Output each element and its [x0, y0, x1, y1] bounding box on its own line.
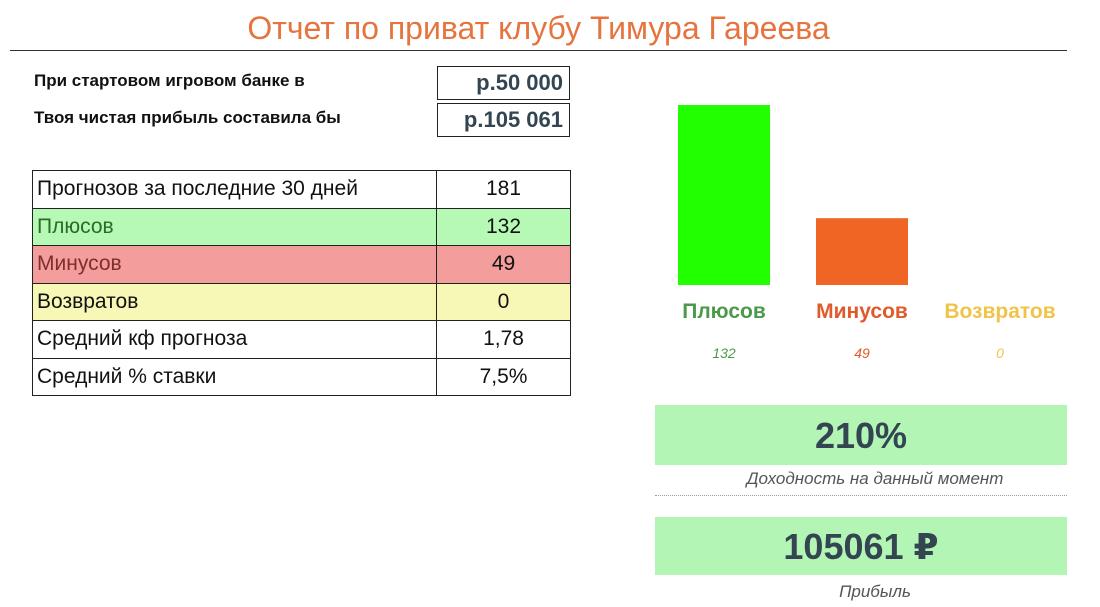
bar-1: [816, 218, 908, 285]
returns-value: 0: [436, 282, 571, 321]
wins-label: Плюсов: [32, 207, 437, 246]
category-label: Возвратов: [944, 300, 1055, 323]
yield-box: 210%: [655, 405, 1067, 465]
value-label: 132: [712, 345, 736, 361]
losses-label: Минусов: [32, 245, 437, 284]
avg-odds-value: 1,78: [436, 320, 571, 359]
net-profit-label: Твоя чистая прибыль составила бы: [34, 108, 341, 127]
yield-value: 210%: [814, 415, 908, 456]
profit-caption: Прибыль: [839, 582, 911, 601]
value-label: 49: [854, 345, 870, 361]
losses-value: 49: [436, 245, 571, 284]
avg-stake-label: Средний % ставки: [32, 357, 437, 396]
table-row: Минусов 49: [32, 245, 571, 284]
category-label: Плюсов: [682, 300, 766, 323]
value-label: 0: [996, 345, 1004, 361]
yield-caption: Доходность на данный момент: [746, 469, 1004, 488]
table-row: Прогнозов за последние 30 дней 181: [32, 170, 571, 209]
profit-box: 105061 ₽: [655, 517, 1067, 575]
start-bank-label: При стартовом игровом банке в: [34, 71, 305, 90]
table-row: Плюсов 132: [32, 207, 571, 246]
avg-odds-label: Средний кф прогноза: [32, 320, 437, 359]
wins-value: 132: [436, 207, 571, 246]
report-title: Отчет по приват клубу Тимура Гареева: [247, 10, 830, 46]
avg-stake-value: 7,5%: [436, 357, 571, 396]
net-profit-value: р.105 061: [437, 103, 570, 137]
kpi-divider: [655, 495, 1067, 496]
forecasts-value: 181: [436, 170, 571, 209]
title-divider: [10, 50, 1067, 51]
table-row: Возвратов 0: [32, 282, 571, 321]
table-row: Средний % ставки 7,5%: [32, 357, 571, 396]
results-bar-chart: Плюсов 132 Минусов 49 Возвратов 0: [678, 105, 1056, 361]
returns-label: Возвратов: [32, 282, 437, 321]
start-bank-value: р.50 000: [437, 66, 570, 100]
stats-table: Прогнозов за последние 30 дней 181 Плюсо…: [32, 170, 571, 396]
bar-0: [678, 105, 770, 285]
category-label: Минусов: [816, 300, 908, 323]
profit-value: 105061 ₽: [783, 526, 939, 567]
forecasts-label: Прогнозов за последние 30 дней: [32, 170, 437, 209]
table-row: Средний кф прогноза 1,78: [32, 320, 571, 359]
